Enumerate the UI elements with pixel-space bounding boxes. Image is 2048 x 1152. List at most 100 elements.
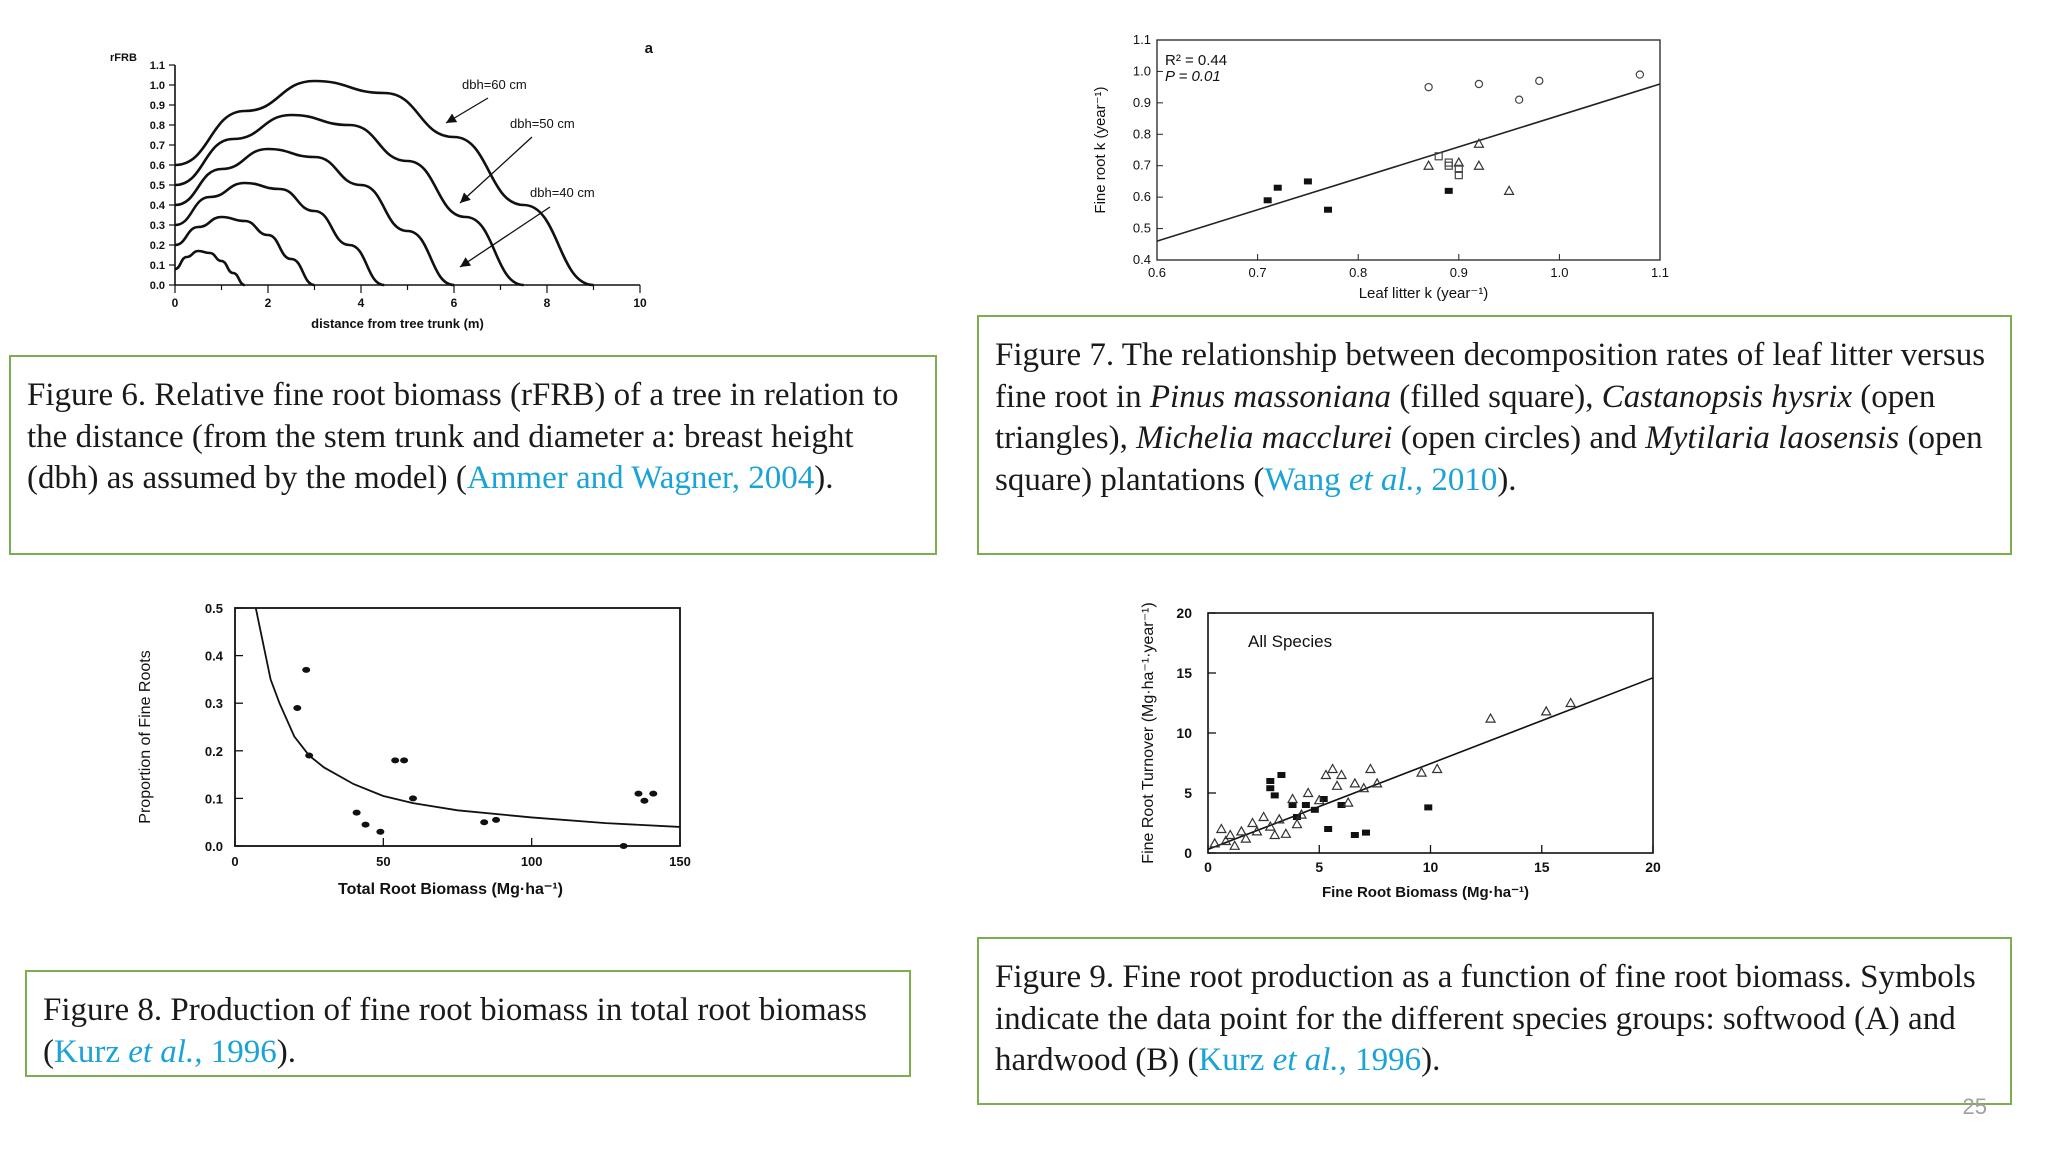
fig9-x-tick-label: 20 <box>1645 859 1661 875</box>
fig7-point-open-square <box>1454 171 1463 180</box>
fig9-point-open-triangle <box>1371 777 1383 788</box>
fig6-x-tick-label: 8 <box>544 296 551 310</box>
fig9-point-open-triangle <box>1291 818 1303 829</box>
fig6-caption-end: ). <box>814 460 834 496</box>
fig7-species-mytilaria: Mytilaria laosensis <box>1645 420 1900 456</box>
fig7-point-filled-square <box>1444 187 1453 194</box>
fig6-arrow-head <box>446 113 458 123</box>
fig9-point-open-triangle <box>1320 769 1332 780</box>
fig7-point-open-square <box>1454 164 1463 173</box>
fig6-y-tick-label: 0.8 <box>150 120 165 132</box>
fig7-reference-link[interactable]: Wang et al., 2010 <box>1264 462 1497 498</box>
fig7-x-axis-label: Leaf litter k (year⁻¹) <box>1359 285 1489 302</box>
fig8-y-tick-label: 0.0 <box>205 839 223 854</box>
fig7-point-filled-square <box>1263 197 1272 204</box>
fig9-point-filled-square <box>1266 778 1275 784</box>
fig8-point <box>391 757 400 764</box>
fig7-point-open-circle <box>1474 79 1484 89</box>
fig9-point-open-triangle <box>1358 782 1370 793</box>
fig8-point <box>649 790 658 797</box>
fig9-y-tick-label: 15 <box>1176 665 1192 681</box>
fig7-species-pinus: Pinus massoniana <box>1149 378 1391 415</box>
fig9-point-open-triangle <box>1287 793 1299 804</box>
fig9-point-filled-square <box>1324 826 1333 832</box>
fig7-r2-label: R² = 0.44 <box>1165 52 1227 69</box>
fig9-x-axis-label: Fine Root Biomass (Mg·ha⁻¹) <box>1322 884 1529 901</box>
fig9-point-open-triangle <box>1335 769 1348 780</box>
fig8-point <box>400 757 409 764</box>
fig8-x-tick-label: 100 <box>521 854 543 869</box>
fig7-species-michelia: Michelia macclurei <box>1136 420 1393 456</box>
fig7-x-tick-label: 0.7 <box>1249 265 1267 280</box>
fig9-point-open-triangle <box>1240 832 1252 843</box>
fig6-annotation-arrow <box>459 136 533 204</box>
fig8-svg: 0.0 0.1 0.2 0.3 0.4 0.5 0 50 100 150 Total Root Bi… <box>137 601 691 898</box>
fig9-point-filled-square <box>1277 772 1286 778</box>
fig8-fit-curve <box>254 607 681 828</box>
fig9-point-filled-square <box>1301 802 1310 808</box>
fig9-caption-end: ). <box>1421 1042 1441 1078</box>
fig6-x-axis-label: distance from tree trunk (m) <box>311 316 484 331</box>
fig9-y-tick-label: 5 <box>1184 785 1192 801</box>
fig7-ref-etal: et al., <box>1348 461 1424 498</box>
fig8-point <box>409 795 417 802</box>
fig7-point-open-square <box>1434 152 1443 161</box>
fig6-y-tick-label: 0.1 <box>150 260 165 272</box>
fig6-reference-link[interactable]: Ammer and Wagner, 2004 <box>466 460 815 496</box>
fig8-chart: 0.0 0.1 0.2 0.3 0.4 0.5 0 50 100 150 Total Root Bi… <box>120 590 710 910</box>
fig9-point-open-triangle <box>1251 825 1263 836</box>
fig7-caption-part4: (open circles) and <box>1392 420 1646 456</box>
fig9-point-filled-square <box>1288 802 1297 808</box>
fig9-point-open-triangle <box>1280 828 1292 838</box>
fig7-caption-part5: (open square) plantations ( <box>995 420 1983 498</box>
fig6-curve-2 <box>174 215 315 287</box>
fig9-point-open-triangle <box>1273 813 1285 824</box>
fig8-y-tick-label: 0.5 <box>205 601 223 616</box>
fig7-y-tick-label: 0.5 <box>1133 221 1151 236</box>
fig7-y-tick-label: 0.4 <box>1133 252 1151 267</box>
fig9-point-filled-square <box>1270 792 1279 799</box>
fig7-y-tick-label: 0.9 <box>1133 95 1151 110</box>
fig7-y-tick-label: 0.6 <box>1133 189 1151 204</box>
fig8-point <box>352 809 361 816</box>
fig9-x-tick-label: 10 <box>1423 859 1439 875</box>
fig9-caption-text: Figure 9. Fine root production as a func… <box>995 959 1976 1078</box>
fig8-point <box>361 821 370 828</box>
fig6-svg: 0.0 0.1 0.2 0.3 0.4 0.5 0.6 0.7 0.8 0.9 1.0 1.1 0 2 4 6… <box>110 40 654 331</box>
fig7-point-open-circle <box>1424 82 1433 92</box>
fig6-annotation-arrow <box>459 206 551 268</box>
fig9-point-filled-square <box>1424 804 1433 811</box>
fig9-ref-year: 1996 <box>1346 1042 1422 1078</box>
fig8-x-tick-label: 150 <box>669 854 691 869</box>
fig6-caption: Figure 6. Relative fine root biomass (rF… <box>9 355 937 555</box>
fig9-point-filled-square <box>1337 802 1346 808</box>
fig6-y-tick-label: 0.3 <box>150 220 165 232</box>
fig7-p-label: P = 0.01 <box>1165 68 1221 85</box>
fig6-y-tick-label: 0.7 <box>150 140 165 152</box>
fig8-y-tick-label: 0.4 <box>205 649 224 664</box>
fig6-y-tick-label: 0.6 <box>150 160 165 172</box>
fig9-point-open-triangle <box>1416 766 1428 777</box>
fig6-y-tick-label: 1.0 <box>150 80 165 92</box>
fig8-point <box>492 816 501 823</box>
fig8-reference-link[interactable]: Kurz et al., 1996 <box>54 1034 277 1070</box>
fig6-annotation-1: dbh=60 cm <box>462 77 527 92</box>
fig8-point <box>293 704 302 711</box>
fig9-point-open-triangle <box>1215 823 1227 834</box>
fig9-reference-link[interactable]: Kurz et al., 1996 <box>1198 1042 1421 1078</box>
fig7-fit-line <box>1156 83 1661 242</box>
fig6-x-tick-label: 6 <box>451 296 458 310</box>
fig6-curve-1 <box>174 249 246 287</box>
fig9-y-tick-label: 0 <box>1184 845 1192 861</box>
fig9-point-open-triangle <box>1229 840 1241 850</box>
fig8-y-tick-label: 0.1 <box>205 791 223 806</box>
fig7-caption-part3: (open triangles), <box>995 378 1936 457</box>
fig6-x-tick-label: 10 <box>633 296 647 310</box>
fig7-point-open-circle <box>1635 70 1645 79</box>
fig9-point-open-triangle <box>1313 794 1325 805</box>
fig8-ref-author: Kurz <box>54 1033 129 1070</box>
fig8-x-tick-label: 50 <box>376 854 390 869</box>
fig8-point <box>634 790 643 797</box>
fig7-point-open-triangle <box>1473 137 1485 148</box>
fig8-point <box>640 797 649 804</box>
